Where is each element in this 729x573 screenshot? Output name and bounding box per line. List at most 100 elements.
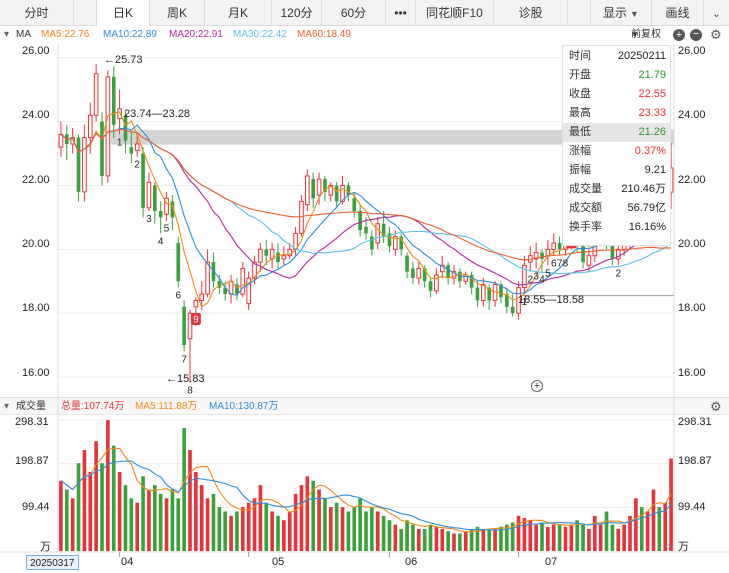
month-label-05: 05 bbox=[272, 556, 285, 568]
volume-bar bbox=[575, 520, 580, 551]
adjust-label: 前复权 bbox=[631, 29, 661, 40]
volume-bar bbox=[346, 511, 351, 551]
tab-daily-k[interactable]: 日K bbox=[96, 0, 150, 26]
volume-bar bbox=[82, 449, 87, 551]
candle-body bbox=[246, 277, 251, 305]
volume-bar bbox=[276, 515, 280, 551]
info-value: 20250211 bbox=[617, 50, 666, 62]
tab-diagnose[interactable]: 诊股 bbox=[494, 0, 568, 26]
volume-bar bbox=[152, 485, 157, 551]
candle-body bbox=[533, 252, 539, 260]
candle-body bbox=[264, 249, 269, 256]
volume-bar bbox=[328, 507, 333, 551]
info-label: 换手率 bbox=[569, 221, 602, 233]
ma5-value: MA5:22.76 bbox=[41, 29, 90, 40]
candle-body bbox=[411, 268, 415, 279]
volume-title: 成交量 bbox=[16, 401, 46, 412]
volume-bar bbox=[158, 493, 163, 551]
tab-60min[interactable]: 60分 bbox=[322, 0, 386, 26]
volume-ma5: MA5:111.88万 bbox=[135, 401, 198, 412]
volume-legend-bar: ▾ 成交量 总量:107.74万 MA5:111.88万 MA10:130.87… bbox=[0, 397, 729, 415]
volume-bar bbox=[135, 502, 140, 551]
price-axis-label: 18.00 bbox=[22, 302, 50, 314]
volume-axis-label-right: 298.31 bbox=[678, 416, 712, 428]
volume-bar bbox=[381, 515, 386, 551]
zoom-out-icon[interactable]: − bbox=[690, 29, 702, 41]
markers-layer: 1234567812345678299 bbox=[117, 137, 622, 396]
volume-bar bbox=[657, 507, 662, 551]
price-axis-label-right: 26.00 bbox=[678, 45, 706, 57]
price-axis-label-right: 18.00 bbox=[678, 302, 706, 314]
volume-bar bbox=[305, 476, 310, 551]
volume-bar bbox=[252, 498, 257, 551]
candle-body bbox=[258, 248, 263, 263]
volume-bar bbox=[639, 507, 644, 551]
volume-bar bbox=[399, 529, 404, 551]
volume-bar bbox=[669, 458, 673, 551]
price-axis-label-right: 22.00 bbox=[678, 174, 706, 186]
tab-monthly-k[interactable]: 月K bbox=[205, 0, 272, 26]
tab-weekly-k[interactable]: 周K bbox=[150, 0, 205, 26]
candle-body bbox=[100, 121, 104, 176]
candle-body bbox=[458, 271, 462, 282]
info-label: 成交量 bbox=[569, 183, 602, 195]
tab-minute[interactable]: 分时 bbox=[0, 0, 74, 26]
high-annotation: ←25.73 bbox=[104, 54, 143, 66]
price-axis-label: 26.00 bbox=[22, 45, 50, 57]
zoom-in-icon[interactable]: + bbox=[673, 29, 685, 41]
volume-axis-label: 99.44 bbox=[22, 501, 50, 513]
volume-ma10-line bbox=[60, 460, 672, 531]
volume-bar bbox=[194, 471, 198, 551]
candle-body bbox=[223, 287, 228, 295]
volume-bar bbox=[434, 526, 439, 551]
price-axis-label-right: 20.00 bbox=[678, 238, 706, 250]
candle-body bbox=[551, 242, 557, 250]
collapse-arrow-icon[interactable]: ▾ bbox=[4, 29, 10, 40]
collapse-toggle[interactable]: ⌄ bbox=[704, 0, 729, 26]
info-row-open: 开盘 21.79 bbox=[563, 66, 670, 85]
gear-icon[interactable]: ⚙ bbox=[710, 27, 722, 42]
info-label: 涨幅 bbox=[569, 145, 591, 157]
tab-more[interactable]: ••• bbox=[386, 0, 416, 26]
volume-bar bbox=[510, 522, 515, 551]
volume-bar bbox=[106, 420, 110, 551]
volume-bar bbox=[375, 511, 380, 551]
tab-120min[interactable]: 120分 bbox=[272, 0, 322, 26]
tab-f10[interactable]: 同花顺F10 bbox=[416, 0, 494, 26]
candle-body bbox=[387, 233, 392, 247]
ma60-value: MA60:18.49 bbox=[297, 29, 351, 40]
info-label: 成交额 bbox=[569, 202, 602, 214]
candle-body bbox=[463, 274, 469, 282]
signal-marker: 7 bbox=[181, 354, 187, 365]
volume-bar bbox=[598, 524, 603, 551]
volume-bar bbox=[129, 498, 134, 551]
info-row-high: 最高 23.33 bbox=[563, 104, 670, 123]
volume-bar bbox=[563, 526, 568, 551]
volume-bar bbox=[616, 529, 621, 551]
candle-body bbox=[76, 137, 81, 192]
add-indicator-icon[interactable]: + bbox=[531, 380, 543, 392]
gear-icon[interactable]: ⚙ bbox=[710, 399, 722, 414]
collapse-arrow-icon[interactable]: ▾ bbox=[4, 401, 10, 412]
candle-body bbox=[615, 248, 621, 260]
month-label-04: 04 bbox=[121, 556, 134, 568]
candle-body bbox=[475, 287, 480, 301]
candle-body bbox=[170, 201, 175, 218]
volume-ma-layer bbox=[60, 447, 672, 533]
info-value: 21.26 bbox=[638, 126, 666, 138]
volume-bar bbox=[94, 441, 98, 551]
volume-bars-layer bbox=[59, 420, 673, 551]
ma-legend-bar: ▾ MA MA5:22.76 MA10:22.89 MA20:22.91 MA3… bbox=[0, 26, 729, 44]
period-tabbar: 分时 日K 周K 月K 120分 60分 ••• 同花顺F10 诊股 显示 ▼ 画… bbox=[0, 0, 729, 26]
candle-body bbox=[205, 261, 210, 295]
candle-body bbox=[293, 232, 298, 250]
info-row-turnover: 换手率 16.16% bbox=[563, 218, 670, 237]
candle-body bbox=[240, 267, 246, 295]
price-axis-label-right: 16.00 bbox=[678, 367, 706, 379]
volume-bar bbox=[534, 524, 538, 551]
draw-line-button[interactable]: 画线 bbox=[652, 0, 704, 26]
volume-bar bbox=[352, 507, 357, 551]
candle-body bbox=[158, 211, 163, 218]
volume-bar bbox=[610, 524, 615, 551]
display-dropdown[interactable]: 显示 ▼ bbox=[590, 0, 652, 26]
